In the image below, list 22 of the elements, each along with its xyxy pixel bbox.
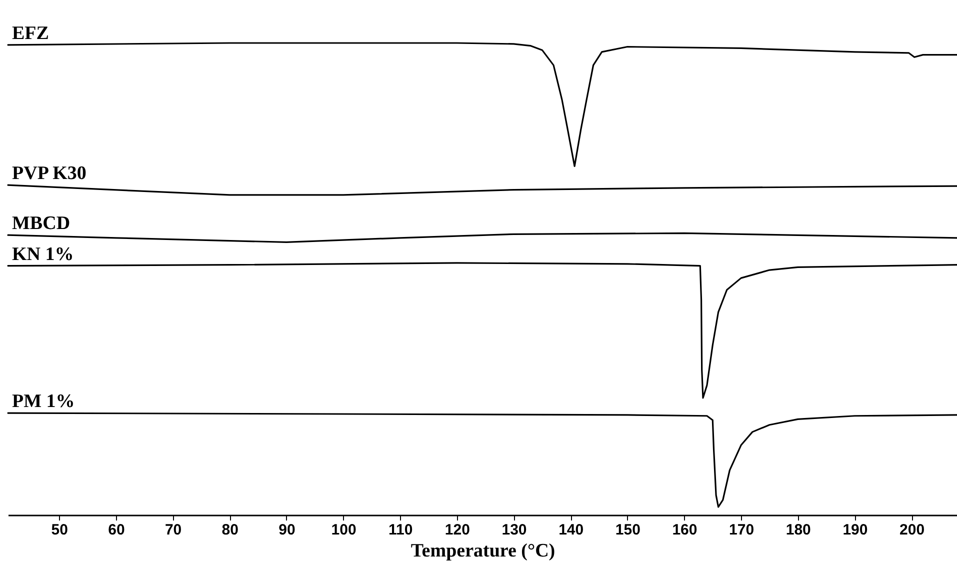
x-tick-label: 180 xyxy=(786,522,811,538)
x-tick-label: 200 xyxy=(900,522,925,538)
x-tick-label: 60 xyxy=(108,522,125,538)
x-tick-label: 150 xyxy=(615,522,640,538)
x-tick-label: 140 xyxy=(558,522,584,538)
series-label: PVP K30 xyxy=(12,163,86,184)
x-tick-label: 170 xyxy=(729,522,754,538)
x-tick-label: 190 xyxy=(842,522,868,538)
x-tick-label: 130 xyxy=(502,522,527,538)
x-tick-label: 110 xyxy=(388,522,413,538)
series-label: KN 1% xyxy=(12,244,74,265)
series-label: EFZ xyxy=(12,22,49,44)
x-tick-label: 50 xyxy=(51,522,68,538)
x-tick-label: 70 xyxy=(164,522,182,538)
series-label: PM 1% xyxy=(12,391,75,412)
x-tick-label: 120 xyxy=(444,522,470,538)
x-tick-label: 100 xyxy=(331,522,356,538)
x-axis-title: Temperature (°C) xyxy=(410,540,556,562)
x-tick-label: 90 xyxy=(278,522,296,538)
x-tick-label: 80 xyxy=(222,522,238,538)
x-tick-label: 160 xyxy=(672,522,698,538)
series-label: MBCD xyxy=(12,213,70,234)
